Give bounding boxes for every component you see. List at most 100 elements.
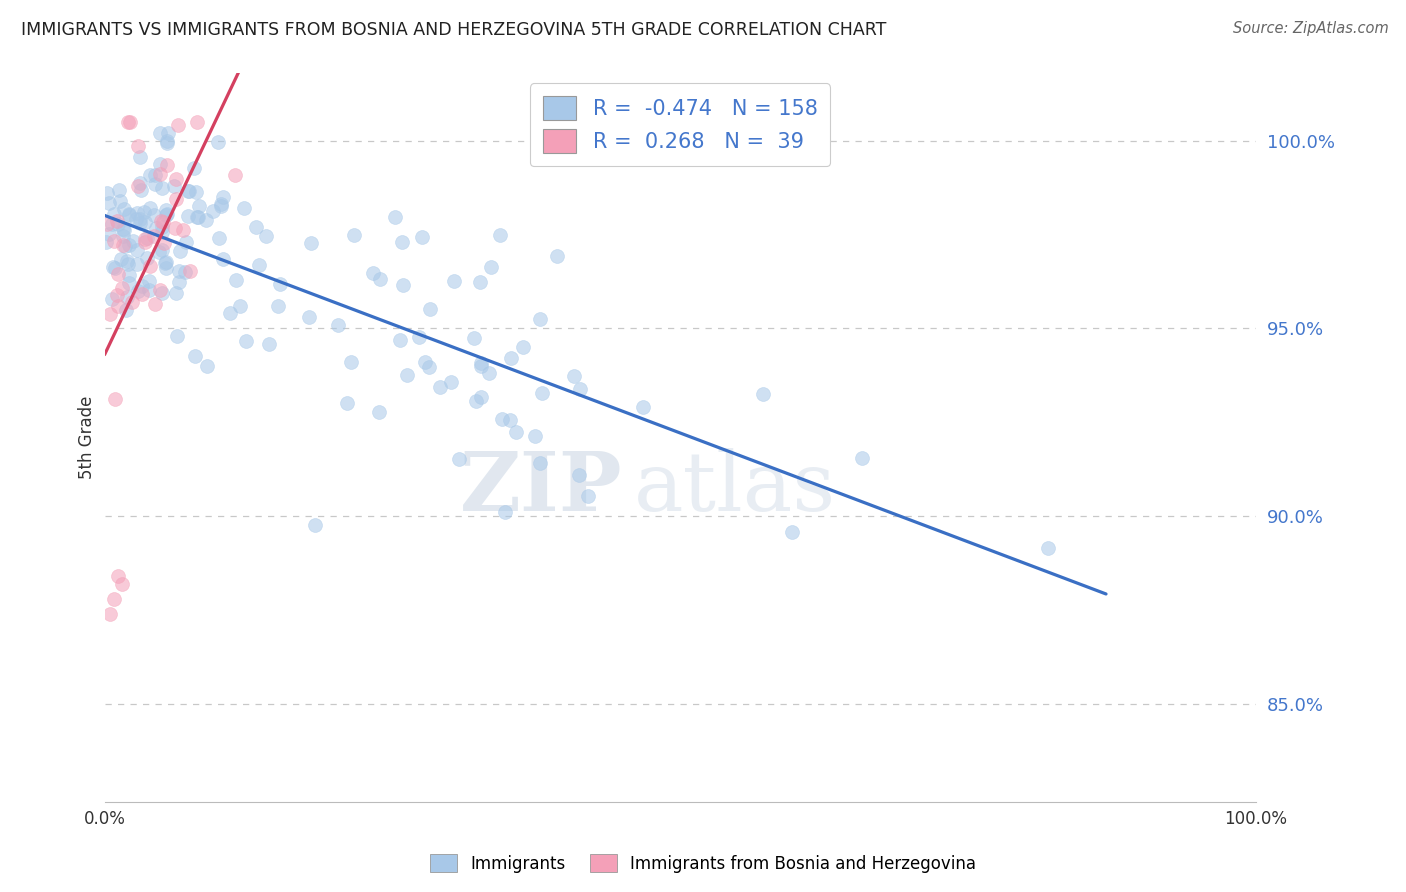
Point [489, 227, 512, 242]
Point [529, 456, 551, 470]
Point [152, 235, 174, 250]
Point [174, 235, 197, 249]
Point [143, 297, 166, 311]
Point [114, 239, 136, 253]
Point [392, 278, 415, 293]
Point [150, 285, 173, 300]
Point [326, 318, 349, 332]
Point [156, 135, 179, 149]
Point [112, 238, 135, 252]
Point [568, 468, 591, 483]
Point [98, 196, 121, 211]
Point [162, 178, 184, 193]
Point [224, 168, 246, 182]
Point [107, 569, 129, 583]
Legend: Immigrants, Immigrants from Bosnia and Herzegovina: Immigrants, Immigrants from Bosnia and H… [423, 847, 983, 880]
Point [155, 261, 177, 276]
Point [235, 334, 257, 349]
Point [186, 115, 208, 129]
Point [470, 390, 492, 404]
Point [247, 258, 270, 272]
Point [165, 172, 187, 186]
Point [267, 299, 290, 313]
Point [118, 208, 141, 222]
Point [505, 425, 527, 439]
Point [491, 411, 513, 425]
Point [103, 234, 125, 248]
Point [851, 450, 873, 465]
Point [139, 259, 162, 273]
Point [149, 168, 172, 182]
Point [447, 451, 470, 466]
Point [219, 306, 242, 320]
Point [135, 230, 157, 244]
Point [100, 217, 122, 231]
Point [156, 207, 179, 221]
Point [177, 185, 200, 199]
Point [114, 302, 136, 317]
Point [183, 161, 205, 175]
Point [419, 302, 441, 317]
Point [142, 208, 165, 222]
Text: IMMIGRANTS VS IMMIGRANTS FROM BOSNIA AND HERZEGOVINA 5TH GRADE CORRELATION CHART: IMMIGRANTS VS IMMIGRANTS FROM BOSNIA AND… [21, 21, 886, 39]
Point [361, 266, 384, 280]
Point [128, 150, 150, 164]
Point [299, 236, 322, 251]
Point [391, 235, 413, 250]
Point [94, 235, 117, 250]
Point [111, 281, 134, 295]
Point [478, 366, 501, 380]
Point [156, 136, 179, 150]
Point [121, 295, 143, 310]
Point [150, 225, 173, 239]
Point [384, 211, 406, 225]
Point [524, 429, 547, 443]
Point [97, 227, 120, 242]
Point [107, 217, 129, 231]
Point [207, 135, 229, 149]
Point [153, 256, 176, 270]
Point [254, 229, 277, 244]
Point [163, 220, 186, 235]
Point [96, 217, 118, 231]
Point [127, 139, 149, 153]
Point [134, 235, 156, 249]
Point [122, 235, 145, 249]
Point [494, 505, 516, 519]
Point [297, 310, 319, 325]
Point [98, 607, 121, 621]
Point [98, 307, 121, 321]
Point [751, 387, 773, 401]
Point [152, 215, 174, 229]
Point [479, 260, 502, 275]
Point [418, 360, 440, 375]
Point [111, 576, 134, 591]
Point [464, 394, 486, 409]
Point [131, 279, 153, 293]
Point [225, 272, 247, 286]
Point [780, 525, 803, 540]
Point [111, 228, 134, 243]
Point [139, 202, 162, 216]
Point [184, 349, 207, 363]
Point [120, 115, 142, 129]
Point [155, 255, 177, 269]
Point [257, 336, 280, 351]
Point [103, 206, 125, 220]
Point [111, 221, 134, 235]
Point [150, 243, 173, 257]
Point [138, 274, 160, 288]
Point [470, 356, 492, 370]
Point [128, 216, 150, 230]
Point [440, 375, 463, 389]
Point [269, 277, 291, 291]
Point [443, 275, 465, 289]
Point [125, 211, 148, 226]
Point [208, 231, 231, 245]
Point [233, 201, 256, 215]
Point [463, 331, 485, 345]
Point [149, 284, 172, 298]
Point [468, 275, 491, 289]
Point [127, 284, 149, 298]
Point [143, 177, 166, 191]
